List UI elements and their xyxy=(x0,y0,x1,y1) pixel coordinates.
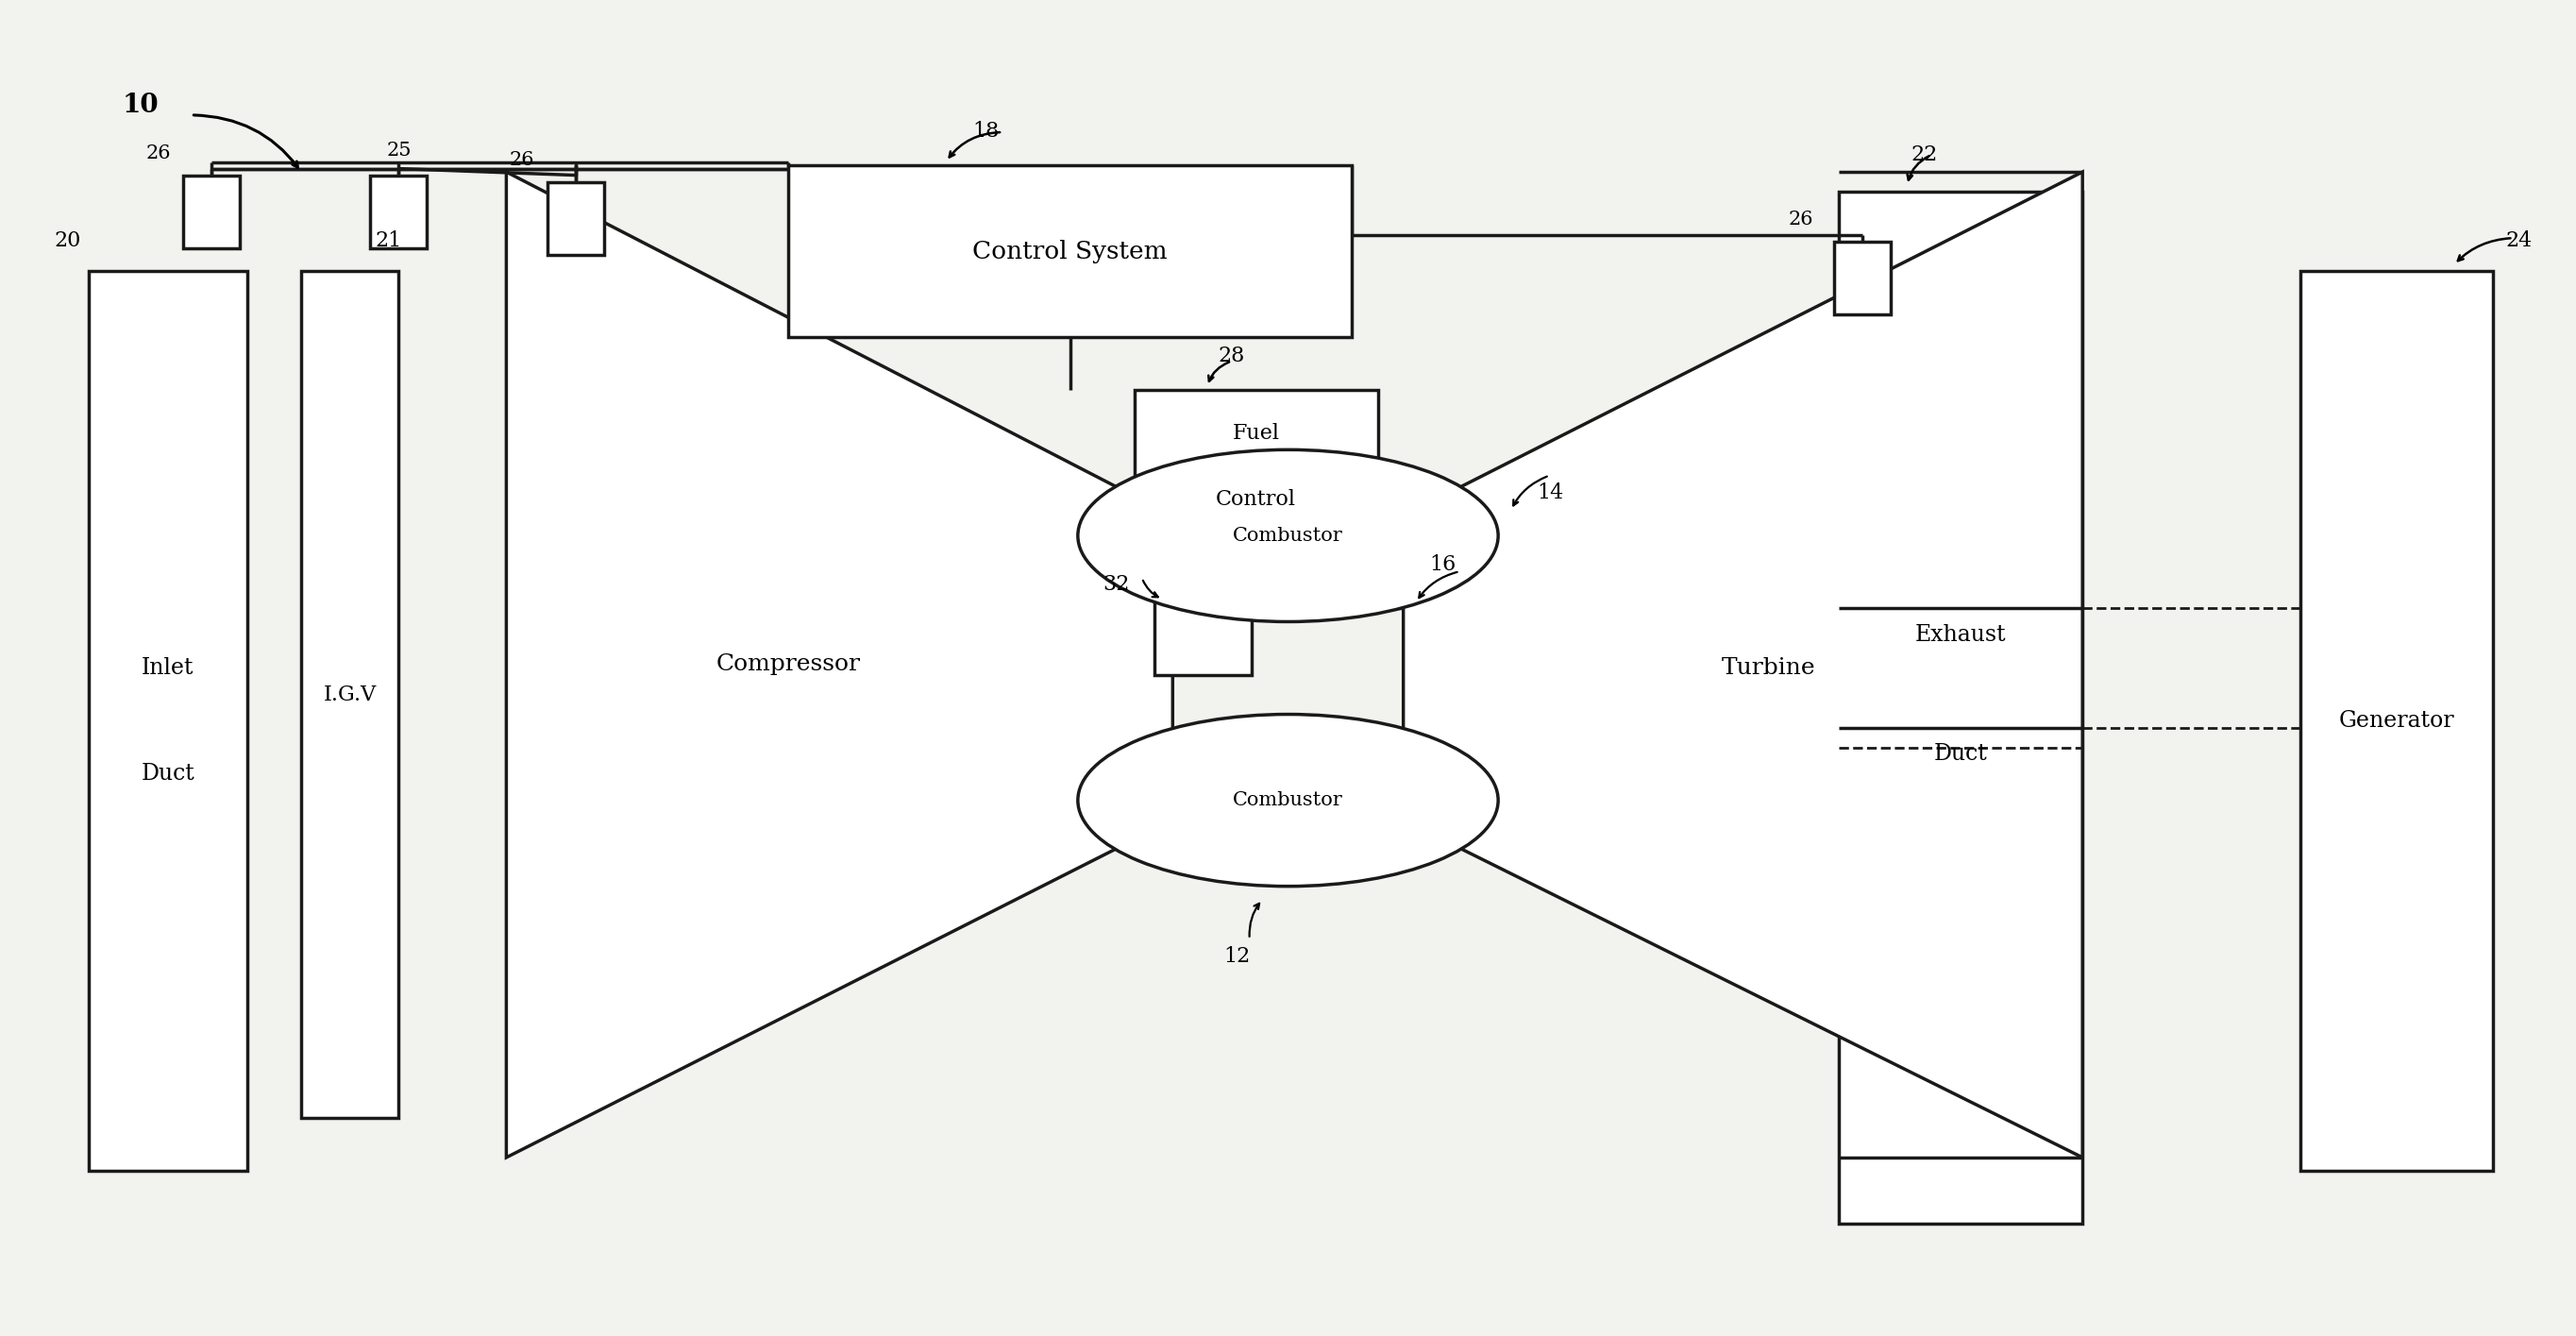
Text: Generator: Generator xyxy=(2339,709,2455,732)
Text: 22: 22 xyxy=(1911,144,1937,166)
Text: 25: 25 xyxy=(386,142,412,159)
Text: 24: 24 xyxy=(2506,231,2532,251)
Text: Turbine: Turbine xyxy=(1721,657,1816,679)
Bar xyxy=(1834,242,1891,314)
Text: Compressor: Compressor xyxy=(716,653,860,676)
Text: Fuel: Fuel xyxy=(1231,422,1280,444)
Bar xyxy=(2300,271,2494,1170)
Text: 32: 32 xyxy=(1103,574,1128,596)
Text: Duct: Duct xyxy=(142,763,196,784)
Text: Combustor: Combustor xyxy=(1234,526,1342,545)
Polygon shape xyxy=(1404,172,2081,1157)
Ellipse shape xyxy=(1077,715,1499,886)
Text: 26: 26 xyxy=(147,144,170,162)
Text: 10: 10 xyxy=(121,92,157,118)
Text: 16: 16 xyxy=(1430,554,1455,576)
Text: Combustor: Combustor xyxy=(1234,791,1342,810)
Text: 20: 20 xyxy=(54,231,82,251)
Text: 26: 26 xyxy=(1788,210,1814,228)
Bar xyxy=(371,175,428,248)
Text: 28: 28 xyxy=(1218,346,1244,366)
Text: Control: Control xyxy=(1216,489,1296,510)
Text: I.G.V: I.G.V xyxy=(325,684,376,705)
Text: 14: 14 xyxy=(1538,482,1564,504)
Bar xyxy=(183,175,240,248)
Text: Inlet: Inlet xyxy=(142,657,193,679)
Text: 26: 26 xyxy=(510,151,533,168)
Text: Exhaust: Exhaust xyxy=(1914,624,2007,645)
Ellipse shape xyxy=(1077,450,1499,621)
Bar xyxy=(301,271,399,1118)
Polygon shape xyxy=(507,172,1172,1157)
Text: 18: 18 xyxy=(971,120,999,142)
Text: 12: 12 xyxy=(1224,946,1249,966)
Bar xyxy=(788,166,1352,337)
Bar xyxy=(1154,601,1252,675)
Text: Control System: Control System xyxy=(974,239,1167,263)
Text: Duct: Duct xyxy=(1935,743,1989,764)
Bar xyxy=(546,182,603,255)
Bar xyxy=(1839,192,2081,1224)
Bar xyxy=(1133,390,1378,542)
Text: 21: 21 xyxy=(376,231,402,251)
Bar xyxy=(88,271,247,1170)
